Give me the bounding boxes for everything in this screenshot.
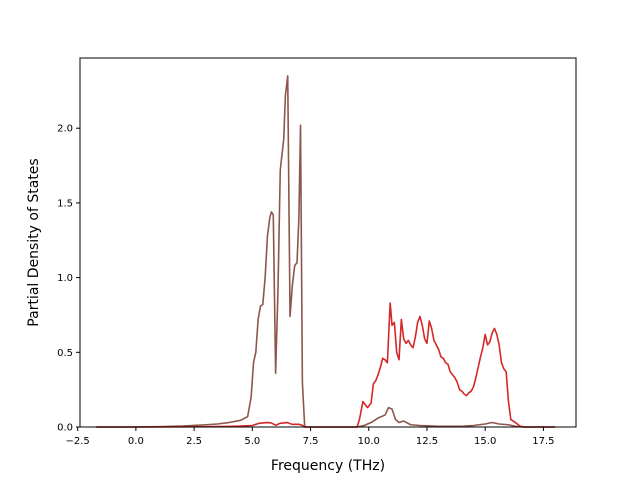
- ticks-layer: −2.5 0.0 2.5 5.0 7.5 10.0 12.5 15.0 17.5 0.0 0.5 1.…: [57, 124, 554, 447]
- x-tick-label: 10.0: [358, 436, 380, 447]
- x-tick-label: 17.5: [532, 436, 554, 447]
- x-tick-label: 0.0: [128, 436, 144, 447]
- x-tick-label: 15.0: [474, 436, 496, 447]
- y-tick-label: 0.5: [57, 348, 73, 359]
- plot-frame: [79, 57, 577, 428]
- y-tick-label: 1.5: [57, 198, 73, 209]
- x-tick-label: 7.5: [303, 436, 319, 447]
- y-tick-label: 1.0: [57, 273, 73, 284]
- x-tick-label: −2.5: [66, 436, 90, 447]
- x-tick-label: 2.5: [186, 436, 202, 447]
- x-axis-label: Frequency (THz): [271, 458, 385, 474]
- y-tick-label: 2.0: [57, 124, 73, 135]
- series-layer: [96, 75, 556, 428]
- x-tick-label: 12.5: [416, 436, 438, 447]
- series-line-0: [96, 75, 556, 428]
- series-line-1: [96, 302, 556, 428]
- x-tick-label: 5.0: [244, 436, 260, 447]
- y-axis-label: Partial Density of States: [26, 158, 42, 326]
- y-tick-label: 0.0: [57, 423, 73, 434]
